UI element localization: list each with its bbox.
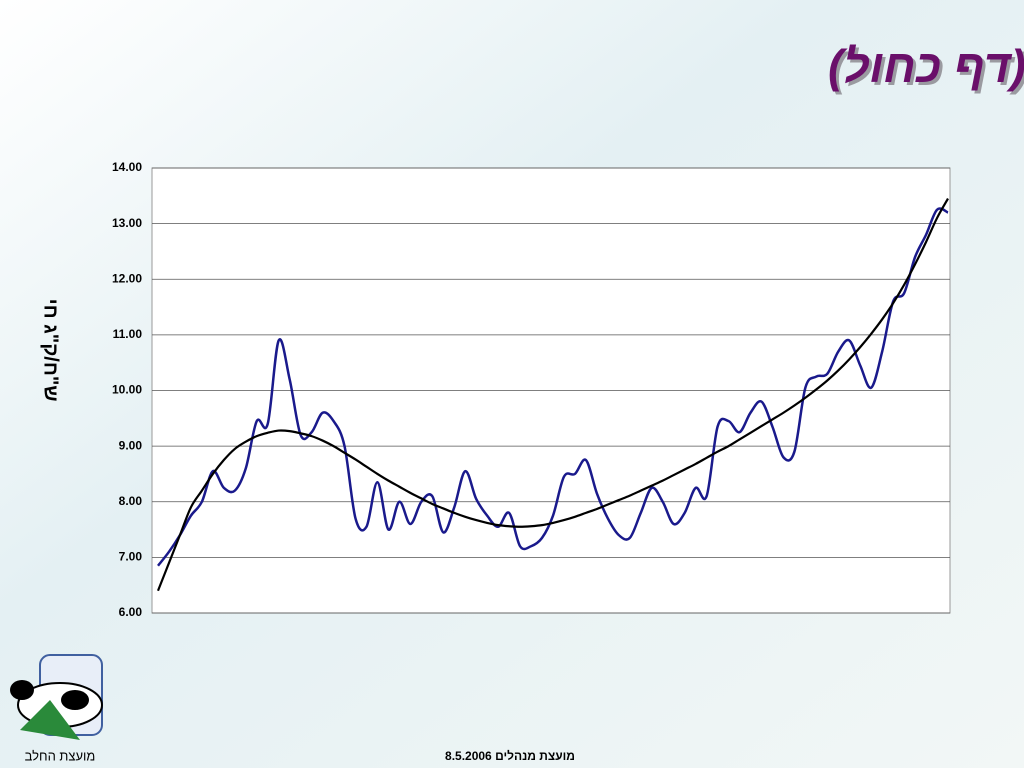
logo-grass: [20, 700, 80, 740]
footer: מועצת מנהלים 8.5.2006: [445, 749, 575, 763]
y-tick-label: 12.00: [112, 271, 142, 285]
chart-title: מחירי עגלים ש/ל (דף כחול): [828, 40, 1024, 92]
logo-text: מועצת החלב: [25, 748, 96, 763]
y-tick-label: 14.00: [112, 160, 142, 174]
y-tick-label: 10.00: [112, 383, 142, 397]
price-line: [157, 207, 949, 567]
y-tick-label: 8.00: [119, 494, 143, 508]
y-axis-label: ש"ח/ק"ג חי: [40, 299, 62, 402]
logo-spot: [61, 690, 89, 710]
trend-line: [156, 198, 949, 592]
y-tick-label: 9.00: [119, 438, 143, 452]
y-tick-label: 6.00: [119, 605, 143, 619]
title-shadow: מחירי עגלים ש/ל (דף כחול): [831, 43, 1024, 95]
logo: [10, 654, 103, 740]
y-tick-label: 13.00: [112, 216, 142, 230]
y-tick-label: 7.00: [119, 550, 143, 564]
y-tick-label: 11.00: [113, 327, 143, 341]
logo-head: [10, 680, 34, 700]
